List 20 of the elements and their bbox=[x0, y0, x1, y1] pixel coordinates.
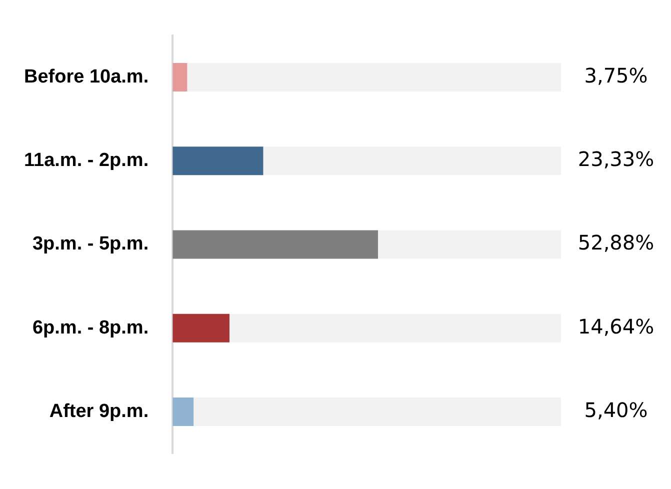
bar bbox=[172, 146, 264, 176]
bar bbox=[378, 230, 561, 259]
data-label: 5,40% bbox=[584, 398, 648, 422]
bar bbox=[172, 398, 194, 426]
y-tick-label: Before 10a.m. bbox=[24, 66, 149, 88]
data-label: 3,75% bbox=[584, 63, 648, 88]
y-tick-label: 3p.m. - 5p.m. bbox=[32, 234, 149, 255]
bar bbox=[187, 63, 561, 92]
bar bbox=[229, 314, 561, 342]
y-tick-label: 6p.m. - 8p.m. bbox=[32, 317, 149, 338]
bar bbox=[172, 230, 378, 259]
y-tick-label: 11a.m. - 2p.m. bbox=[24, 150, 149, 172]
data-label: 52,88% bbox=[578, 230, 654, 255]
bar bbox=[194, 398, 561, 426]
data-label: 14,64% bbox=[578, 314, 654, 338]
data-label: 23,33% bbox=[578, 147, 654, 172]
bar bbox=[172, 63, 188, 92]
bar bbox=[172, 314, 230, 342]
y-tick-label: After 9p.m. bbox=[49, 401, 149, 422]
bar bbox=[263, 146, 561, 176]
